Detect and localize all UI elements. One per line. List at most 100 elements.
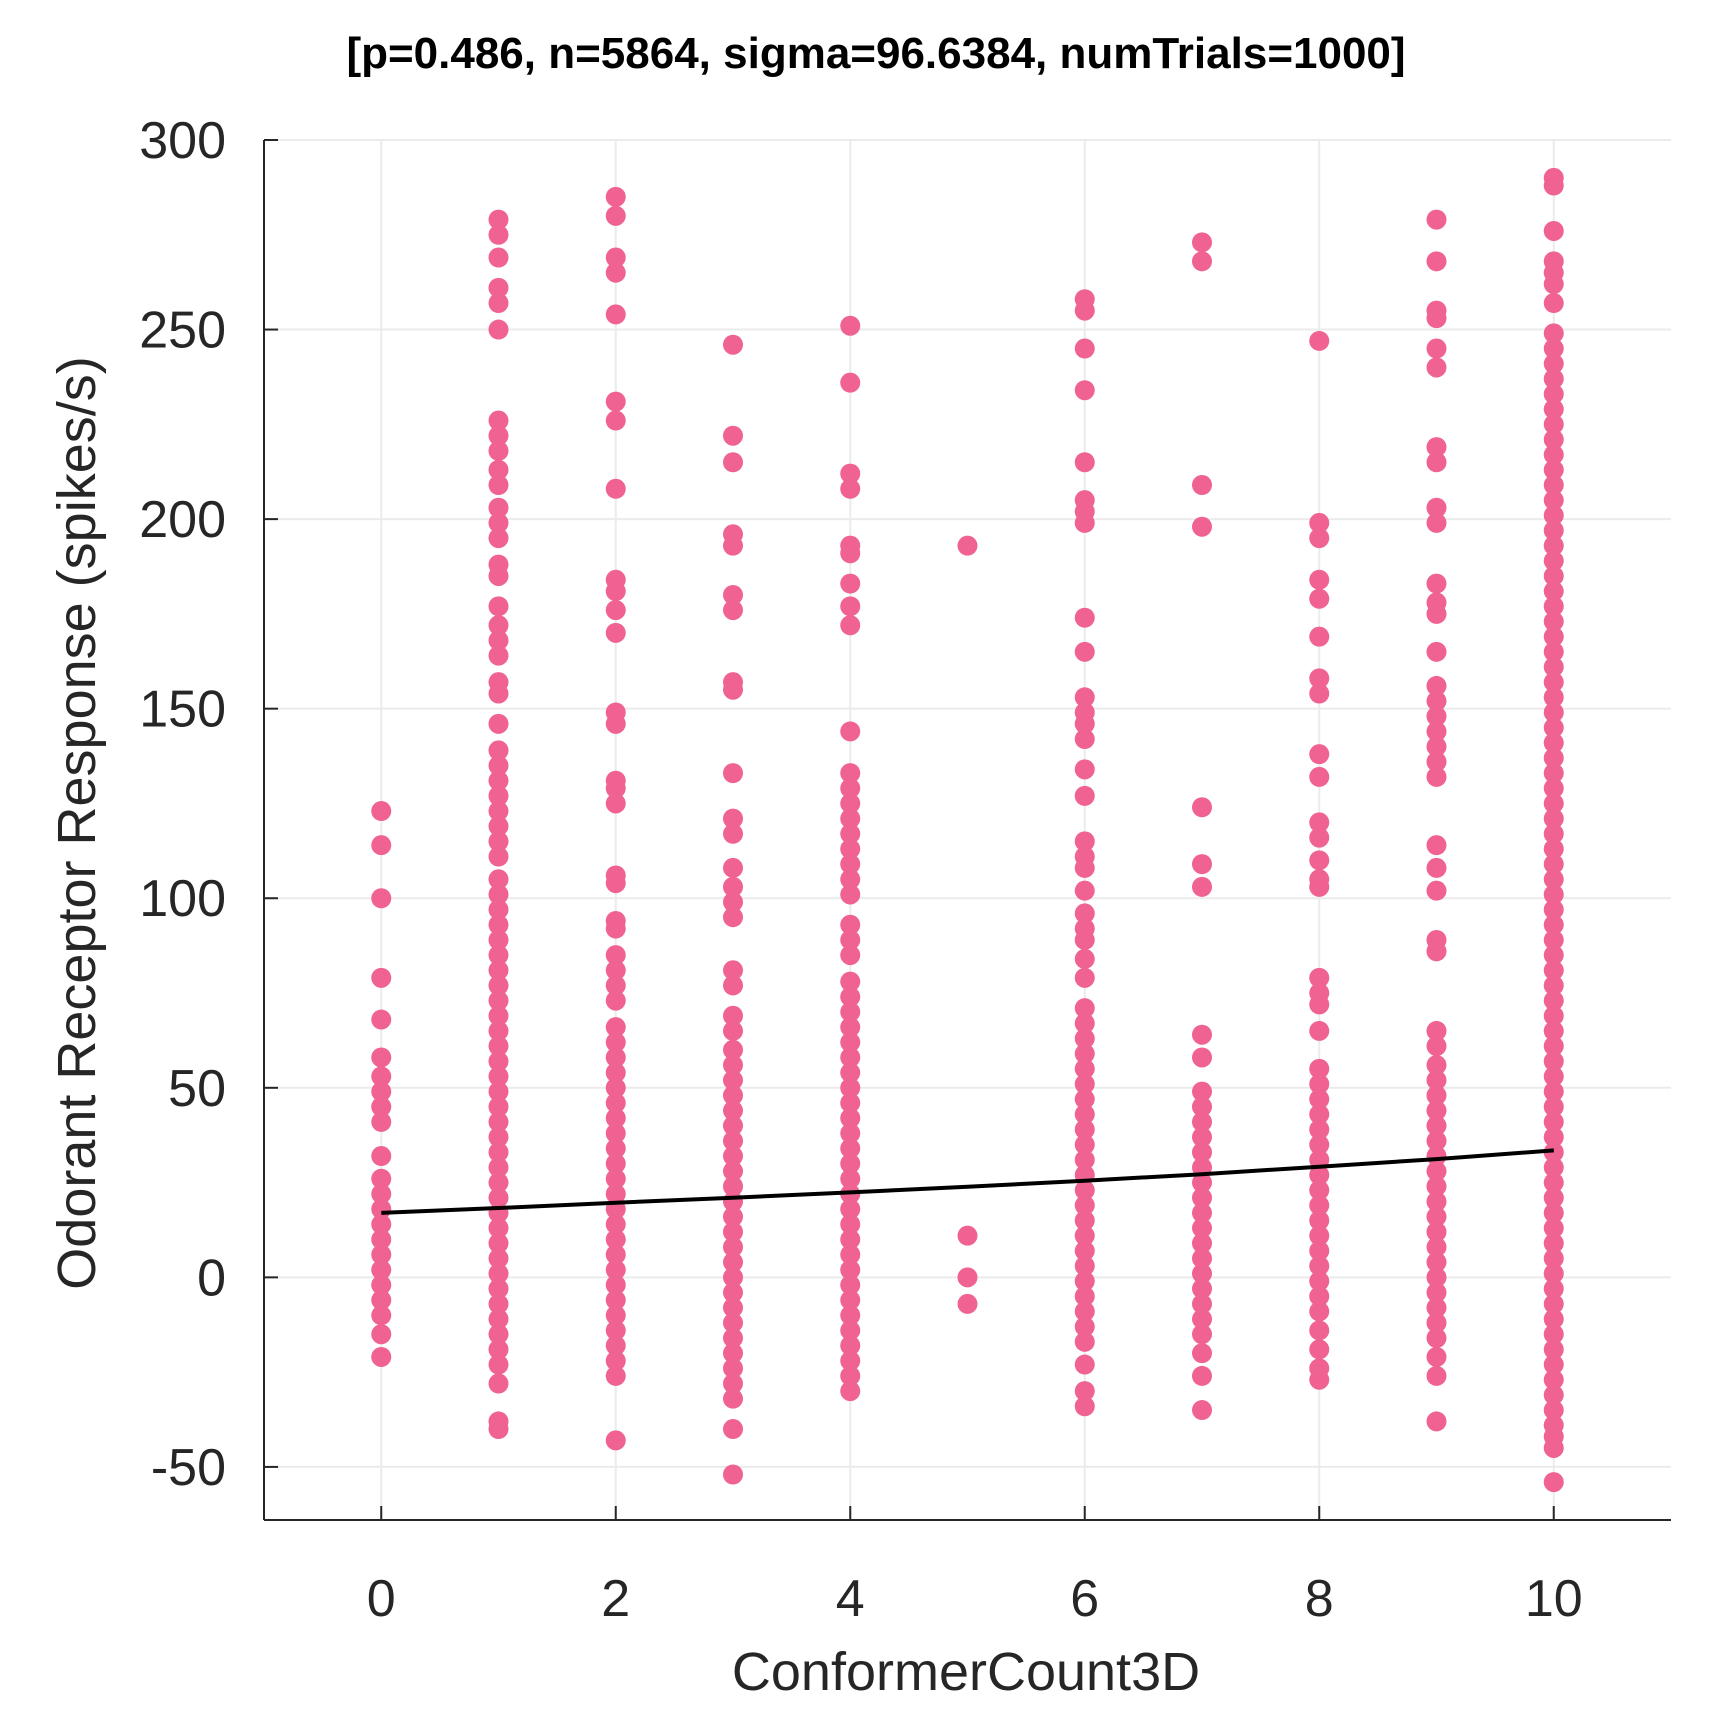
- data-point: [605, 205, 626, 226]
- data-point: [1074, 1331, 1095, 1352]
- data-point: [1074, 1104, 1095, 1125]
- data-point: [1309, 683, 1330, 704]
- data-point: [488, 1373, 509, 1394]
- data-point: [1543, 565, 1564, 586]
- data-point: [723, 823, 743, 844]
- data-point: [1543, 490, 1564, 511]
- data-point: [840, 1108, 861, 1129]
- data-point: [723, 1130, 743, 1151]
- tick-labels: 0 2 4 6 8 10 -50 0 50 100 150 200 250 300: [139, 112, 1582, 1628]
- data-point: [1543, 838, 1564, 859]
- data-point: [1543, 687, 1564, 708]
- data-point: [840, 1092, 861, 1113]
- x-tick-label: 4: [836, 1570, 865, 1628]
- data-point: [723, 1020, 743, 1041]
- y-tick-label: 50: [168, 1060, 226, 1118]
- data-point: [840, 1168, 861, 1189]
- data-point: [1543, 1384, 1564, 1405]
- data-point: [840, 1001, 861, 1022]
- data-point: [488, 1248, 509, 1269]
- data-point: [605, 1244, 626, 1265]
- data-point: [1426, 941, 1447, 962]
- data-point: [371, 1111, 392, 1132]
- data-point: [488, 1233, 509, 1254]
- data-point: [1543, 1354, 1564, 1375]
- data-point: [840, 1123, 861, 1144]
- data-point: [605, 262, 626, 283]
- data-point: [488, 1354, 509, 1375]
- data-point: [1426, 1328, 1447, 1349]
- data-point: [1426, 1237, 1447, 1258]
- data-point: [840, 778, 861, 799]
- data-point: [1426, 1176, 1447, 1197]
- data-point: [1309, 1301, 1330, 1322]
- chart-title: [p=0.486, n=5864, sigma=96.6384, numTria…: [346, 29, 1405, 78]
- data-point: [1192, 516, 1212, 537]
- data-point: [605, 975, 626, 996]
- data-point: [371, 1146, 392, 1167]
- data-point: [1543, 869, 1564, 890]
- data-point: [488, 1293, 509, 1314]
- data-point: [605, 1092, 626, 1113]
- data-points: [371, 167, 1564, 1493]
- data-point: [605, 304, 626, 325]
- y-tick-label: -50: [151, 1439, 226, 1497]
- data-point: [1309, 1240, 1330, 1261]
- data-point: [605, 1153, 626, 1174]
- data-point: [1192, 1278, 1212, 1299]
- data-point: [840, 869, 861, 890]
- data-point: [605, 1305, 626, 1326]
- data-point: [1309, 1195, 1330, 1216]
- data-point: [723, 1206, 743, 1227]
- data-point: [371, 1168, 392, 1189]
- data-point: [1426, 512, 1447, 533]
- data-point: [840, 1032, 861, 1053]
- data-point: [605, 1183, 626, 1204]
- data-point: [723, 1297, 743, 1318]
- data-point: [1543, 1081, 1564, 1102]
- data-point: [840, 315, 861, 336]
- data-point: [1543, 581, 1564, 602]
- data-point: [1543, 338, 1564, 359]
- data-point: [488, 459, 509, 480]
- data-point: [1074, 1028, 1095, 1049]
- data-point: [1426, 1036, 1447, 1057]
- data-point: [1426, 1365, 1447, 1386]
- data-point: [605, 1229, 626, 1250]
- data-point: [1192, 1400, 1212, 1421]
- data-point: [1309, 827, 1330, 848]
- data-point: [723, 1312, 743, 1333]
- data-point: [723, 1358, 743, 1379]
- data-point: [1426, 766, 1447, 787]
- data-point: [1309, 668, 1330, 689]
- data-point: [488, 740, 509, 761]
- data-point: [1543, 293, 1564, 314]
- data-point: [840, 884, 861, 905]
- data-point: [371, 888, 392, 909]
- data-point: [1309, 1225, 1330, 1246]
- data-point: [1074, 1225, 1095, 1246]
- data-point: [605, 186, 626, 207]
- data-point: [1426, 736, 1447, 757]
- data-point: [605, 1077, 626, 1098]
- data-point: [605, 600, 626, 621]
- data-point: [371, 1081, 392, 1102]
- data-point: [605, 1365, 626, 1386]
- data-point: [488, 615, 509, 636]
- data-point: [723, 425, 743, 446]
- data-point: [723, 1115, 743, 1136]
- y-tick-label: 300: [139, 112, 226, 170]
- data-point: [488, 512, 509, 533]
- data-point: [1192, 251, 1212, 272]
- x-tick-label: 6: [1070, 1570, 1099, 1628]
- data-point: [1074, 903, 1095, 924]
- data-point: [1309, 1320, 1330, 1341]
- data-point: [840, 763, 861, 784]
- data-point: [488, 277, 509, 298]
- data-point: [1543, 1051, 1564, 1072]
- data-point: [488, 1309, 509, 1330]
- data-point: [1543, 274, 1564, 295]
- data-point: [723, 1085, 743, 1106]
- data-point: [1543, 1096, 1564, 1117]
- data-point: [1074, 998, 1095, 1019]
